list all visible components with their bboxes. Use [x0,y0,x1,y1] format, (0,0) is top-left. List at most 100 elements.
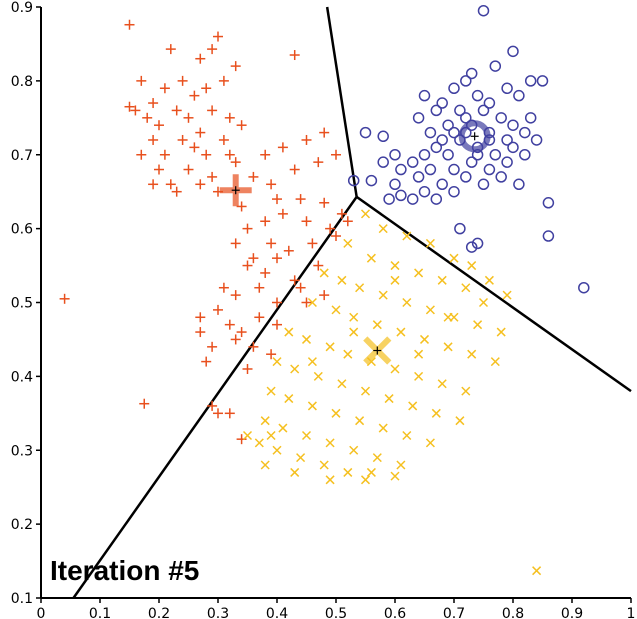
data-point-x [266,430,276,441]
data-point-x [390,364,400,374]
data-point-plus [295,282,306,293]
data-point-plus [218,75,229,86]
data-point-circle [448,163,460,176]
data-point-plus [272,194,282,205]
data-point-plus [136,149,147,160]
data-point-circle [436,134,448,146]
data-point-circle [465,241,478,253]
centroid-center-mark [231,186,240,195]
x-tick-label: 0.6 [384,606,406,619]
data-point-plus [142,112,153,123]
data-point-x [532,566,542,576]
data-point-plus [148,98,159,109]
data-point-plus [177,134,188,145]
data-point-circle [507,141,519,154]
data-point-x [378,423,388,433]
data-point-plus [325,223,336,234]
x-tick-label: 0.4 [266,606,288,619]
data-point-plus [230,334,241,345]
data-point-plus [260,267,271,278]
data-point-circle [395,163,407,176]
data-point-plus [277,142,288,153]
y-tick-label: 0.9 [11,0,33,16]
data-point-circle [347,174,360,187]
data-point-circle [377,156,389,168]
data-point-circle [389,149,401,161]
data-point-plus [313,157,324,168]
data-point-plus [272,319,282,330]
data-point-x [325,438,335,448]
data-point-x [425,238,435,248]
data-point-plus [295,194,306,205]
data-point-circle [442,149,454,161]
data-point-x [449,253,459,263]
data-point-x [266,386,276,396]
data-point-x [307,357,317,367]
data-point-x [396,327,406,337]
data-point-x [360,209,371,219]
data-point-circle [430,104,443,117]
data-point-plus [248,171,259,182]
axes: 0 0.1 0.2 0.3 0.4 0.5 0.6 0.7 0.8 0.9 1 0.1 0.2 0.3 0.… [11,0,636,619]
data-point-plus [248,253,259,264]
boundary-line [325,6,358,198]
data-point-plus [254,282,265,293]
data-point-x [461,283,471,293]
centroids [219,120,491,365]
data-point-x [484,275,494,285]
data-point-circle [495,171,507,183]
data-point-plus [136,75,147,86]
data-point-plus [307,238,318,249]
boundary-line [355,195,632,393]
data-point-circle [424,126,437,139]
data-point-plus [301,134,312,145]
data-point-x [313,371,323,381]
data-point-plus [242,363,253,374]
data-point-x [496,327,506,337]
data-point-x [331,408,341,418]
data-point-circle [412,171,425,183]
data-point-x [402,231,412,241]
data-point-plus [139,398,150,409]
data-point-circle [489,60,502,72]
data-point-x [431,408,441,418]
cluster-boundaries [72,6,632,599]
data-point-plus [195,179,206,190]
data-point-plus [148,134,159,145]
data-point-x [284,394,294,404]
data-point-x [414,349,424,359]
data-point-plus [207,171,218,182]
data-point-x [360,475,371,485]
data-point-plus [165,179,176,190]
data-point-plus [165,44,176,55]
x-tick-label: 0.2 [148,606,170,619]
data-point-circle [448,126,460,139]
data-point-plus [260,216,271,227]
data-point-circle [542,197,555,209]
data-point-x [307,297,317,308]
data-point-circle [507,119,519,131]
data-point-x [319,268,329,278]
data-point-circle [465,67,478,80]
data-point-circle [542,230,555,242]
data-point-x [467,349,477,359]
data-point-plus [266,349,277,360]
data-point-plus [189,142,200,153]
data-point-x [478,297,489,308]
data-point-plus [124,19,135,30]
y-tick-label: 0.5 [11,296,33,312]
data-point-plus [319,197,330,208]
data-point-circle [501,82,513,95]
data-point-plus [183,164,194,175]
boundary-line [72,196,358,599]
data-point-plus [154,164,164,175]
data-point-circle [383,193,395,205]
data-point-x [414,268,424,278]
data-point-x [372,320,382,330]
data-point-x [443,342,453,352]
data-point-circle [513,89,525,102]
data-point-plus [195,312,206,323]
data-point-x [502,290,512,300]
data-point-plus [201,149,212,160]
data-point-x [360,386,371,396]
